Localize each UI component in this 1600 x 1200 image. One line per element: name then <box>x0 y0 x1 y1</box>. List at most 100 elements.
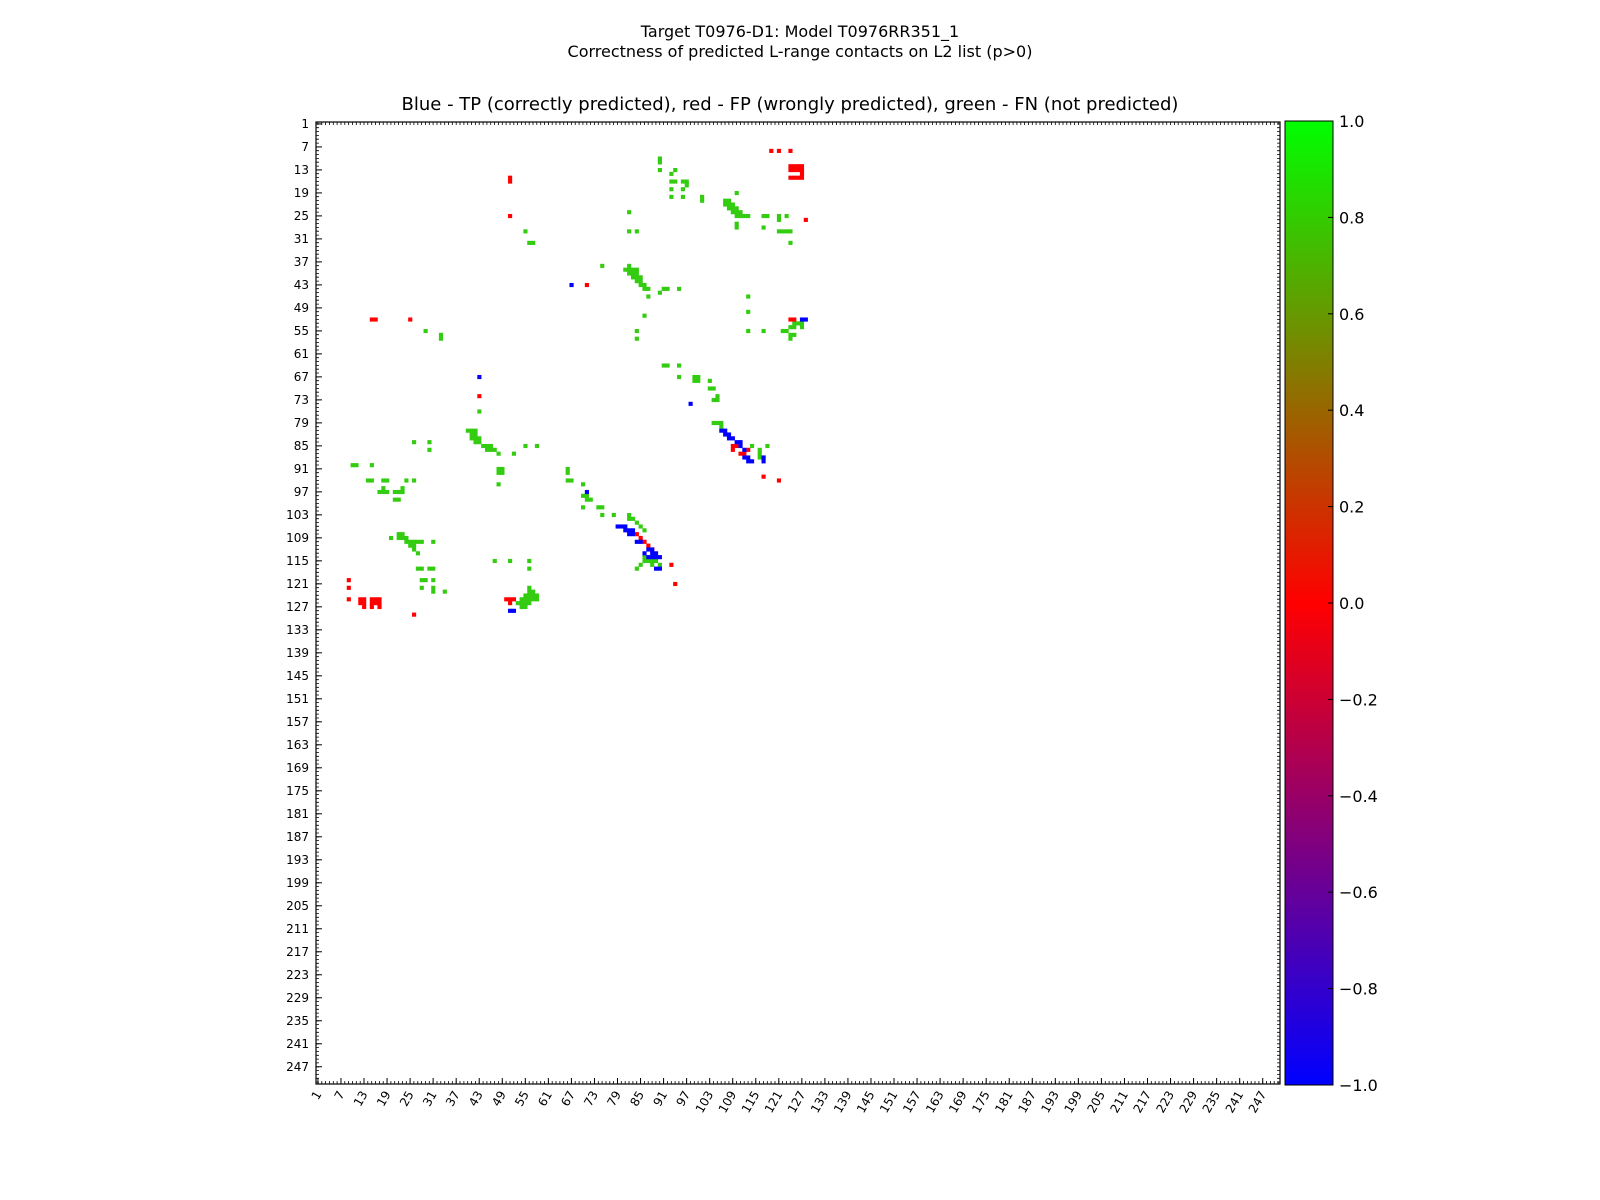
contact-cell-fn <box>634 520 639 525</box>
x-tick-label: 91 <box>650 1089 670 1109</box>
contact-cell-fn <box>584 497 589 502</box>
y-tick-label: 229 <box>286 991 309 1005</box>
contact-cell-fn <box>523 229 528 234</box>
contact-cell-fn <box>388 535 394 541</box>
contact-cell-fn <box>408 543 413 548</box>
contact-cell-fn <box>646 558 651 564</box>
contact-cell-tp <box>642 551 647 556</box>
x-tick-label: 1 <box>309 1089 325 1103</box>
contact-cell-fn <box>473 428 478 433</box>
contact-cell-tp <box>653 551 659 556</box>
y-tick-label: 223 <box>286 968 309 982</box>
contact-cell-fn <box>412 539 417 544</box>
contact-cell-fn <box>669 171 674 176</box>
contact-cell-fp <box>638 535 643 541</box>
contact-cell-fn <box>638 279 643 284</box>
contact-cell-fn <box>419 585 424 590</box>
contact-cell-fn <box>646 294 651 299</box>
y-tick-label: 1 <box>301 117 309 131</box>
contact-cell-fp <box>776 148 782 153</box>
contact-cell-fn <box>746 328 751 334</box>
contact-cell-fn <box>427 440 432 445</box>
y-tick-label: 151 <box>286 692 309 706</box>
contact-cell-fn <box>565 478 570 483</box>
contact-cell-tp <box>742 447 747 452</box>
x-tick-label: 73 <box>581 1089 601 1109</box>
contact-cell-fp <box>788 164 793 169</box>
contact-cell-fn <box>749 443 755 449</box>
contact-cell-fp <box>412 612 417 617</box>
contact-cell-fp <box>669 562 674 567</box>
colorbar-tick-label: −0.6 <box>1339 883 1378 902</box>
contact-cell-fn <box>588 497 593 502</box>
contact-cell-fn <box>473 436 478 441</box>
contact-cell-fp <box>346 597 351 602</box>
y-tick-label: 235 <box>286 1014 309 1028</box>
x-tick-label: 187 <box>1015 1089 1039 1116</box>
contact-cell-fn <box>634 279 639 284</box>
x-tick-label: 223 <box>1154 1089 1178 1116</box>
contact-cell-fn <box>412 478 417 483</box>
contact-cell-fn <box>642 282 647 288</box>
contact-cell-fn <box>523 601 528 606</box>
contact-cell-fn <box>381 486 386 491</box>
contact-cell-fn <box>738 210 743 215</box>
y-tick-label: 205 <box>286 899 309 913</box>
contact-cell-fn <box>400 535 405 541</box>
contact-cell-fn <box>642 286 647 291</box>
contact-cell-fn <box>496 451 501 456</box>
contact-cell-fn <box>638 275 643 280</box>
contact-cell-fn <box>696 374 701 380</box>
contact-cell-fn <box>757 447 762 452</box>
contact-cell-fp <box>634 532 639 537</box>
y-tick-label: 163 <box>286 738 309 752</box>
contact-cell-fn <box>569 478 574 483</box>
contact-cell-tp <box>634 539 639 544</box>
contact-cell-fn <box>534 593 540 598</box>
contact-cell-fn <box>427 566 432 571</box>
contact-cell-fn <box>788 240 793 245</box>
plot-frame <box>315 121 1281 1085</box>
colorbar-tick-label: −0.2 <box>1339 690 1378 709</box>
colorbar-tick-label: 0.8 <box>1339 208 1364 227</box>
contact-cell-fn <box>527 597 532 602</box>
contact-cell-fn <box>650 562 655 567</box>
contact-cell-tp <box>730 436 735 441</box>
contact-cell-fn <box>404 535 409 541</box>
contact-cell-fn <box>700 194 705 199</box>
contact-cell-fn <box>734 210 739 215</box>
contact-cell-fn <box>730 210 735 215</box>
contact-cell-fn <box>665 363 670 368</box>
y-tick-label: 247 <box>286 1060 309 1074</box>
contact-cell-fn <box>677 374 682 380</box>
y-tick-label: 121 <box>286 577 309 591</box>
contact-cell-fn <box>734 221 739 226</box>
colorbar-tick-label: 0.4 <box>1339 401 1364 420</box>
contact-cell-fn <box>734 225 739 230</box>
y-tick-label: 133 <box>286 623 309 637</box>
contact-cell-fp <box>799 164 805 169</box>
x-tick-label: 139 <box>831 1089 855 1116</box>
contact-cell-fn <box>792 321 797 326</box>
contact-cell-fp <box>796 164 801 169</box>
contact-cell-tp <box>627 532 632 537</box>
contact-cell-fn <box>715 397 720 403</box>
y-tick-label: 103 <box>286 508 309 522</box>
contact-cell-tp <box>657 566 662 571</box>
contact-cell-fn <box>523 604 528 610</box>
contact-cell-fn <box>400 486 405 491</box>
y-tick-label: 145 <box>286 669 309 683</box>
x-tick-label: 241 <box>1223 1089 1247 1116</box>
contact-cell-fn <box>680 179 685 184</box>
contact-cell-fn <box>784 328 789 334</box>
contact-cell-tp <box>749 459 755 464</box>
colorbar-tick-label: 0.2 <box>1339 498 1364 517</box>
contact-cell-fn <box>484 447 490 452</box>
contact-cell-fn <box>488 447 493 452</box>
contact-cell-fn <box>669 194 674 199</box>
contact-cell-tp <box>477 374 482 380</box>
contact-cell-fn <box>385 489 390 495</box>
y-tick-label: 211 <box>286 922 309 936</box>
contact-cell-fn <box>381 489 386 495</box>
